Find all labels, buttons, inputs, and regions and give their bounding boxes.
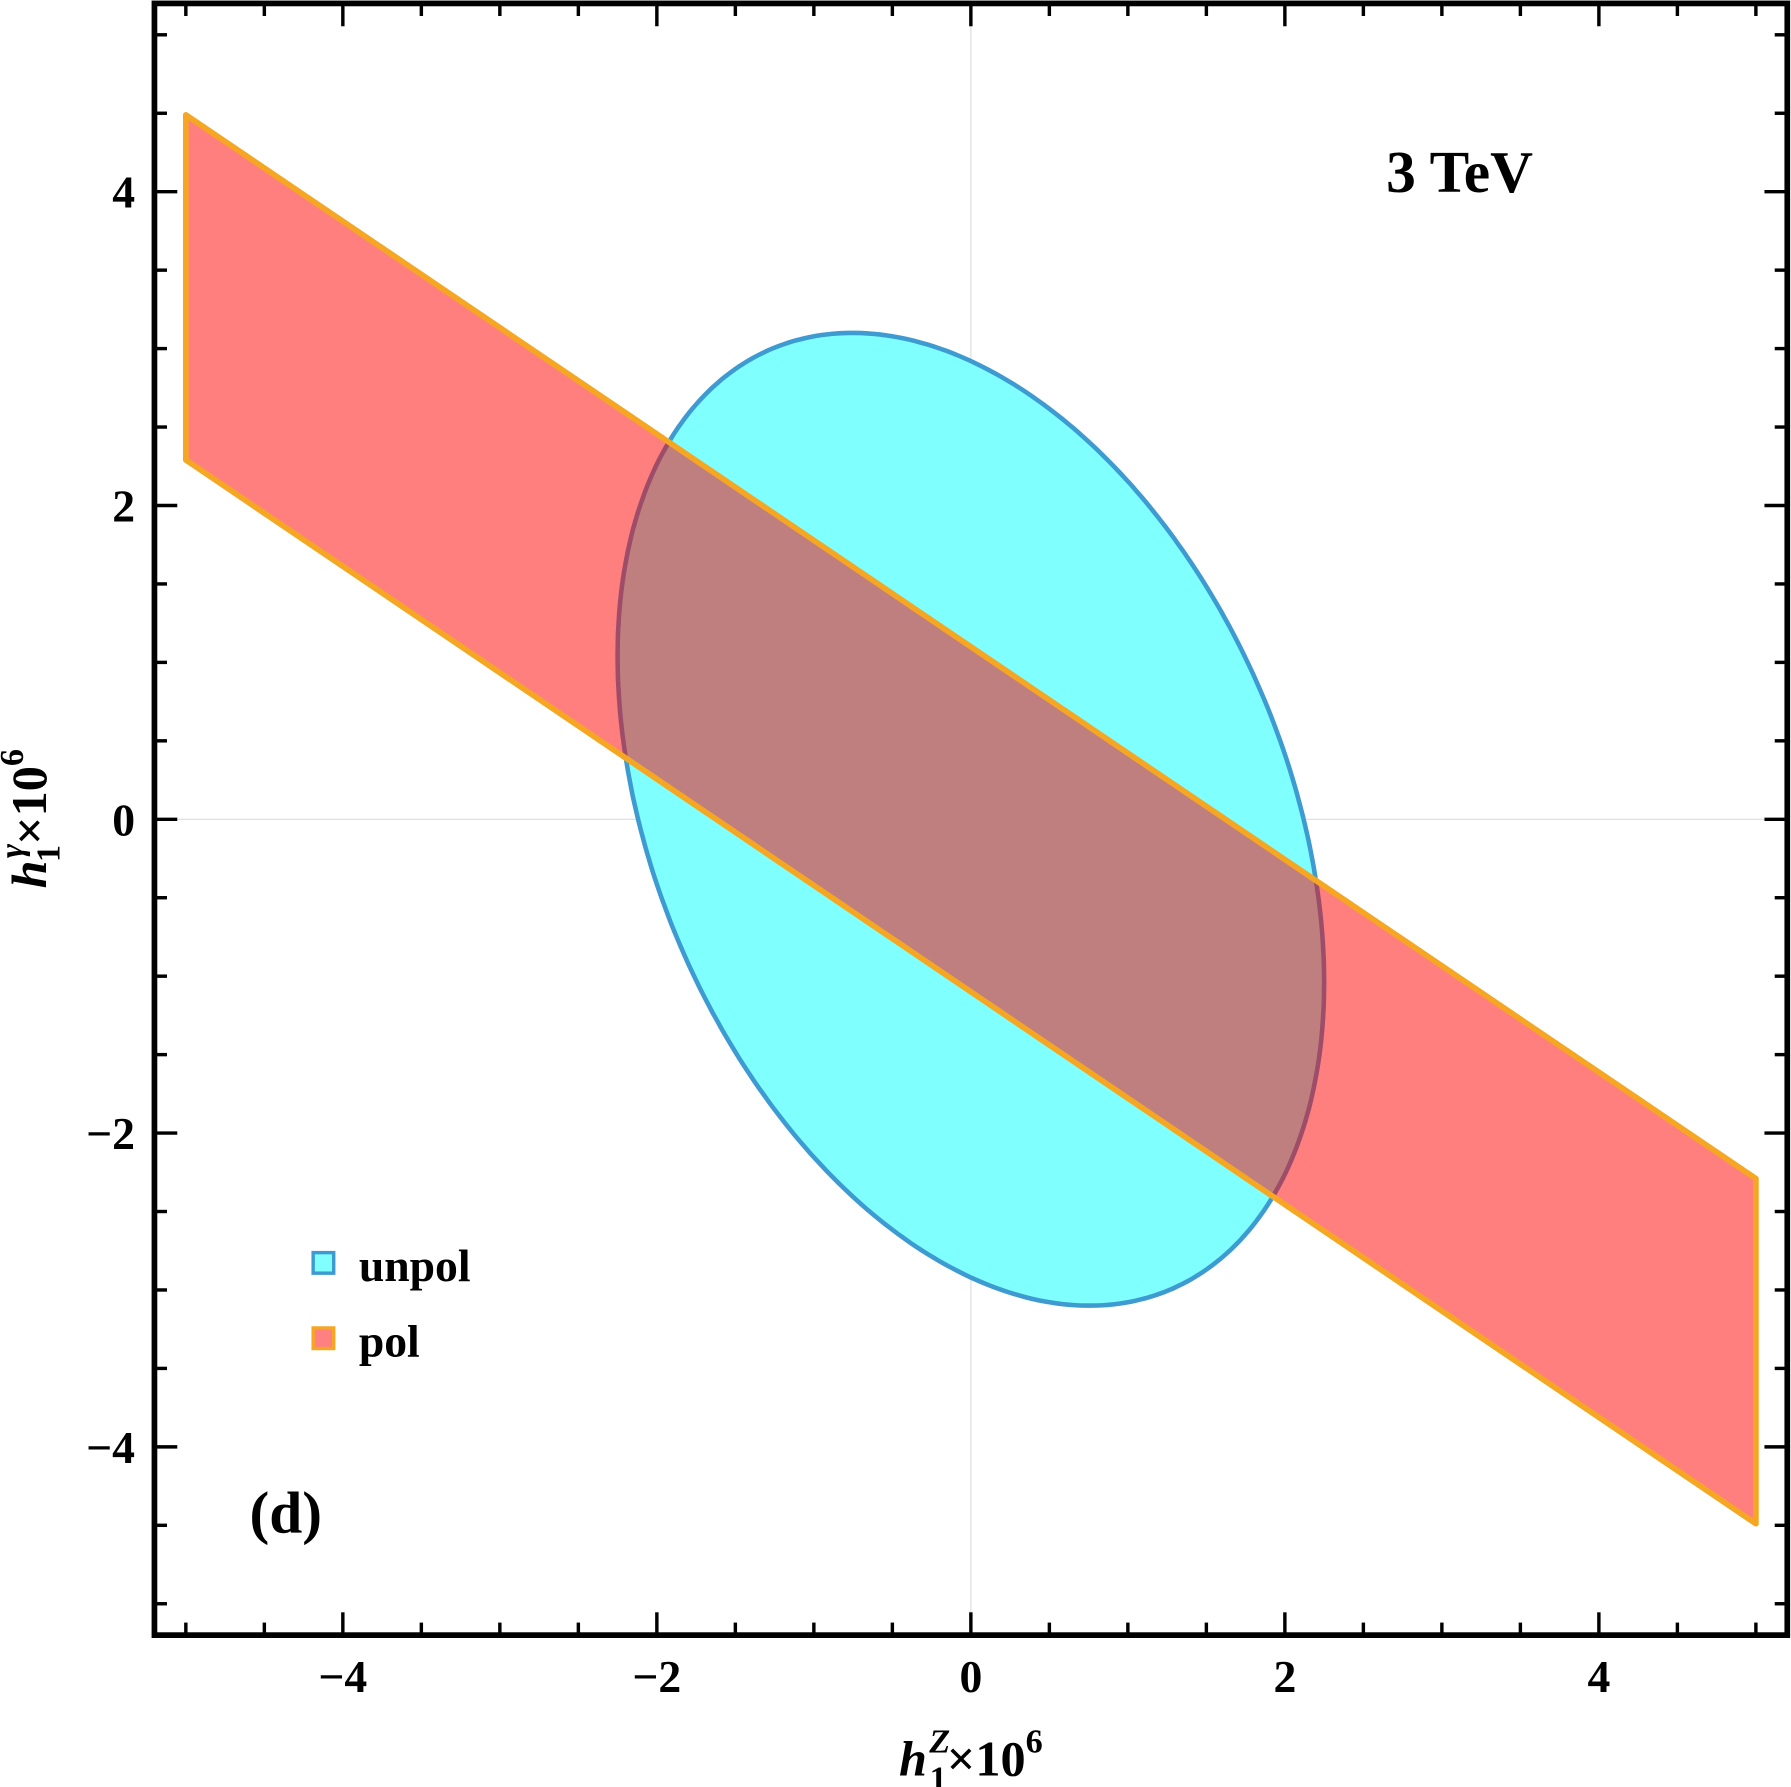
x-tick-label: 4 bbox=[1587, 1651, 1610, 1702]
ticks bbox=[154, 3, 1788, 1636]
y-tick-label: −2 bbox=[86, 1108, 135, 1159]
regions bbox=[182, 112, 1759, 1527]
panel-label: (d) bbox=[249, 1479, 322, 1545]
legend-swatch-pol bbox=[311, 1326, 336, 1351]
x-axis-label: hZ 1×106 bbox=[899, 1723, 1043, 1787]
legend-label-pol: pol bbox=[359, 1316, 420, 1367]
y-tick-label: −4 bbox=[86, 1422, 135, 1473]
y-axis-label: hγ1×106 bbox=[0, 749, 68, 888]
x-tick-label: 0 bbox=[959, 1651, 982, 1702]
energy-label: 3 TeV bbox=[1386, 139, 1533, 205]
tick-labels: −4 −2 0 2 4 −4 −2 0 2 4 bbox=[86, 167, 1610, 1703]
x-tick-label: −2 bbox=[632, 1651, 681, 1702]
legend-swatch-unpol bbox=[311, 1250, 336, 1275]
y-tick-label: 4 bbox=[112, 167, 135, 218]
y-tick-label: 0 bbox=[112, 794, 135, 845]
x-tick-label: 2 bbox=[1273, 1651, 1296, 1702]
y-tick-label: 2 bbox=[112, 480, 135, 531]
region-pol-band bbox=[182, 112, 1759, 1527]
x-tick-label: −4 bbox=[318, 1651, 367, 1702]
legend-label-unpol: unpol bbox=[359, 1240, 471, 1291]
legend: unpol pol bbox=[311, 1240, 471, 1367]
